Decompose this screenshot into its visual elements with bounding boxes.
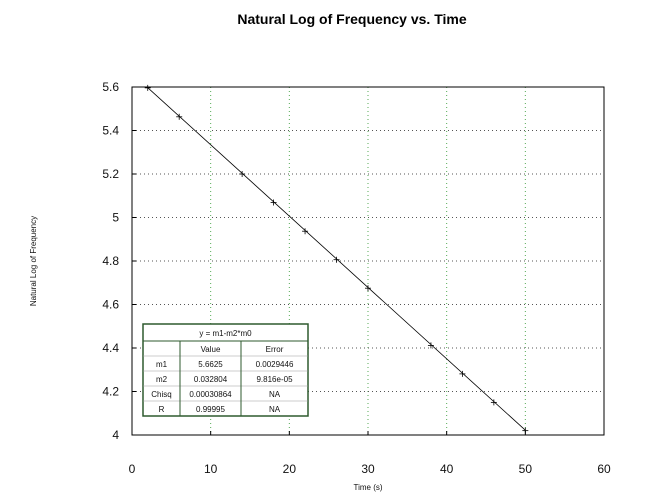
fit-table-cell: NA	[269, 390, 281, 399]
fit-table-cell: NA	[269, 405, 281, 414]
data-point	[302, 228, 309, 235]
x-tick-label: 0	[129, 462, 136, 476]
y-tick-label: 4	[112, 428, 119, 442]
data-point	[522, 427, 529, 434]
data-point	[459, 370, 466, 377]
fit-table-cell: m1	[156, 360, 168, 369]
data-point	[333, 256, 340, 263]
y-tick-label: 4.2	[102, 385, 119, 399]
tick-marks	[131, 86, 605, 436]
y-tick-label: 5.6	[102, 80, 119, 94]
fit-table-cell: 0.0029446	[256, 360, 294, 369]
fit-table-cell: R	[159, 405, 165, 414]
y-tick-label: 4.4	[102, 341, 119, 355]
y-tick-label: 5.2	[102, 167, 119, 181]
x-tick-label: 40	[440, 462, 454, 476]
data-point	[490, 399, 497, 406]
y-tick-labels: 4 4.2 4.4 4.6 4.8 5 5.2 5.4 5.6	[102, 80, 119, 442]
fit-table-header: Value	[201, 345, 221, 354]
fit-table-cell: 0.00030864	[189, 390, 232, 399]
fit-table-cell: 0.99995	[196, 405, 225, 414]
x-tick-label: 30	[361, 462, 375, 476]
x-tick-label: 50	[519, 462, 533, 476]
y-axis-title: Natural Log of Frequency	[29, 216, 38, 306]
data-point	[365, 285, 371, 292]
data-points	[144, 84, 529, 434]
data-point	[239, 171, 246, 177]
data-point	[176, 113, 183, 120]
x-tick-labels: 0 10 20 30 40 50 60	[129, 462, 611, 476]
x-tick-label: 10	[204, 462, 218, 476]
data-point	[144, 84, 151, 91]
y-tick-label: 5	[112, 211, 119, 225]
x-tick-label: 20	[283, 462, 297, 476]
data-point	[427, 342, 434, 349]
fit-table-cell: Chisq	[151, 390, 171, 399]
fit-table-cell: 9.816e-05	[256, 375, 293, 384]
fit-table: y = m1-m2*m0 Value Error m1 5.6625 0.0029446 m…	[142, 323, 309, 417]
y-tick-label: 4.8	[102, 254, 119, 268]
grid	[132, 87, 604, 435]
y-tick-label: 4.6	[102, 298, 119, 312]
fit-table-cell: m2	[156, 375, 168, 384]
x-axis-title: Time (s)	[353, 483, 382, 492]
fit-table-header: Error	[266, 345, 284, 354]
fit-table-frame	[142, 323, 309, 417]
x-tick-label: 60	[597, 462, 611, 476]
fit-equation: y = m1-m2*m0	[199, 329, 252, 338]
fit-table-cell: 0.032804	[194, 375, 228, 384]
fit-table-cell: 5.6625	[198, 360, 223, 369]
chart-title: Natural Log of Frequency vs. Time	[237, 11, 466, 27]
y-tick-label: 5.4	[102, 124, 119, 138]
data-point	[270, 199, 277, 206]
